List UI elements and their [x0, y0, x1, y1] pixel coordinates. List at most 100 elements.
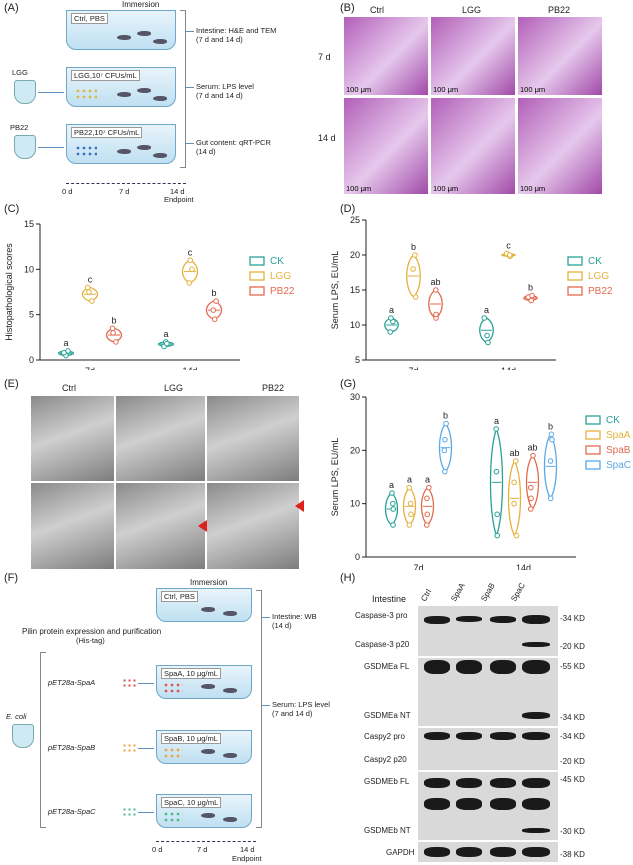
- significance-letter: b: [111, 315, 116, 325]
- outcome-serum: Serum: LPS level (7 and 14 d): [272, 700, 330, 718]
- outcome-wb: Intestine: WB (14 d): [272, 612, 317, 630]
- bracket: [180, 10, 186, 168]
- fish-icon: [201, 607, 215, 612]
- significance-letter: c: [188, 247, 193, 257]
- plasmid-spac: pET28a-SpaC: [48, 807, 96, 816]
- legend-swatch: [250, 287, 264, 295]
- f-tank-ctrl: Ctrl, PBS: [156, 588, 252, 622]
- fish-icon: [117, 92, 131, 97]
- protein-icon: [122, 678, 136, 688]
- data-point: [411, 267, 416, 272]
- fish-icon: [137, 31, 151, 36]
- significance-letter: ab: [527, 443, 537, 453]
- fish-icon: [201, 749, 215, 754]
- f-tank-spac: SpaC, 10 μg/mL: [156, 794, 252, 828]
- outcome-he-tem: Intestine: H&E and TEM (7 d and 14 d): [196, 26, 276, 44]
- he-image-ctrl-14d: 100 μm: [344, 98, 428, 194]
- data-point: [486, 340, 491, 345]
- data-point: [188, 258, 193, 263]
- legend-label: SpaB: [606, 445, 631, 456]
- arrow-icon: [138, 748, 154, 749]
- label-caspy2-pro: Caspy2 pro: [364, 732, 405, 741]
- data-point: [111, 331, 116, 336]
- his-tag-label: (His-tag): [76, 636, 105, 645]
- y-tick-label: 10: [350, 320, 360, 330]
- label-caspase3-pro: Caspase-3 pro: [355, 611, 407, 620]
- tank-pb22: PB22,10⁷ CFUs/mL: [66, 124, 176, 164]
- arrow-icon: [186, 87, 194, 88]
- data-point: [391, 523, 396, 528]
- f-tank-spaa: SpaA, 10 μg/mL: [156, 665, 252, 699]
- fish-icon: [223, 753, 237, 758]
- data-point: [528, 485, 533, 490]
- legend-label: SpaC: [606, 460, 631, 471]
- f-timeline-14d: 14 d: [240, 845, 255, 854]
- data-point: [507, 253, 512, 258]
- data-point: [548, 496, 553, 501]
- data-point: [512, 480, 517, 485]
- data-point: [549, 432, 554, 437]
- red-triangle-icon: [198, 520, 207, 532]
- protein-icon: [163, 747, 183, 759]
- f-tank-ctrl-label: Ctrl, PBS: [161, 591, 198, 602]
- data-point: [425, 496, 430, 501]
- y-tick-label: 0: [29, 355, 34, 365]
- data-point: [514, 533, 519, 538]
- fish-icon: [201, 813, 215, 818]
- bracket: [256, 590, 262, 828]
- f-timeline-endpoint: Endpoint: [232, 854, 262, 863]
- blot-gapdh: [418, 842, 558, 862]
- plasmid-spab: pET28a-SpaB: [48, 743, 95, 752]
- legend-label: SpaA: [606, 430, 631, 441]
- label-gsdmea-fl: GSDMEa FL: [364, 662, 409, 671]
- significance-letter: b: [211, 288, 216, 298]
- timeline-7d: 7 d: [119, 187, 129, 196]
- h-header: Intestine: [372, 595, 406, 604]
- tem-image-ctrl-top: [31, 396, 114, 481]
- legend-label: LGG: [270, 271, 291, 282]
- data-point: [529, 496, 534, 501]
- data-point: [413, 253, 418, 258]
- data-point: [531, 453, 536, 458]
- f-immersion-title: Immersion: [190, 578, 227, 587]
- data-point: [62, 350, 67, 355]
- protein-icon: [163, 811, 183, 823]
- y-tick-label: 10: [350, 499, 360, 509]
- significance-letter: a: [163, 329, 168, 339]
- protein-icon: [122, 743, 136, 753]
- x-tick-label: 14d: [182, 366, 197, 370]
- marker-1: -34 KD: [560, 614, 585, 623]
- legend-swatch: [568, 287, 582, 295]
- data-point: [391, 507, 396, 512]
- label-gsdmeb-nt: GSDMEb NT: [364, 826, 411, 835]
- significance-letter: a: [389, 480, 394, 490]
- y-tick-label: 20: [350, 250, 360, 260]
- significance-letter: b: [528, 283, 533, 293]
- tank-ctrl-label: Ctrl, PBS: [71, 13, 108, 24]
- y-axis-label: Serum LPS, EU/mL: [330, 438, 340, 517]
- marker-5: -34 KD: [560, 732, 585, 741]
- tem-image-lgg-top: [116, 396, 205, 481]
- label-caspase3-p20: Caspase-3 p20: [355, 640, 409, 649]
- outcome-qrt-pcr: Gut content: qRT-PCR (14 d): [196, 138, 271, 156]
- x-tick-label: 7d: [85, 366, 95, 370]
- legend-label: PB22: [588, 286, 613, 297]
- fish-icon: [223, 688, 237, 693]
- arrow-icon: [138, 683, 154, 684]
- data-point: [424, 523, 429, 528]
- data-point: [211, 308, 216, 313]
- significance-letter: ab: [430, 277, 440, 287]
- marker-4: -34 KD: [560, 713, 585, 722]
- blot-gsdmeb: [418, 772, 558, 840]
- x-tick-label: 7d: [413, 563, 423, 570]
- data-point: [407, 523, 412, 528]
- data-point: [495, 512, 500, 517]
- fish-icon: [153, 96, 167, 101]
- f-tank-spab: SpaB, 10 μg/mL: [156, 730, 252, 764]
- e-col-lgg: LGG: [164, 384, 183, 393]
- data-point: [114, 340, 119, 345]
- y-tick-label: 20: [350, 445, 360, 455]
- flask-lgg-icon: [14, 80, 36, 104]
- marker-9: -38 KD: [560, 850, 585, 859]
- data-point: [434, 312, 439, 317]
